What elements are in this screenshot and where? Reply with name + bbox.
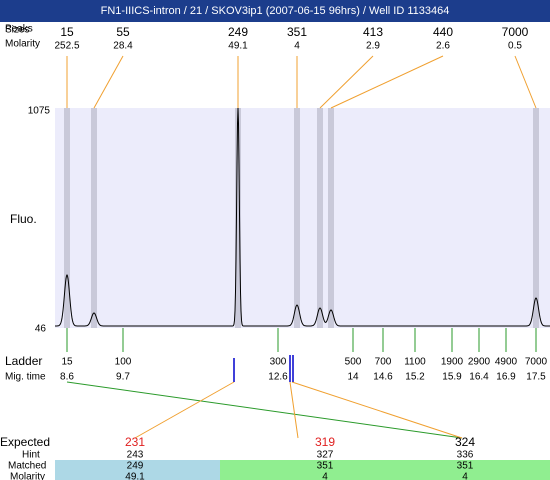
peak-molarity: 252.5 <box>54 41 79 52</box>
ladder-size: 100 <box>115 357 132 368</box>
mig-time: 9.7 <box>116 372 130 383</box>
molarity-label: Molarity <box>5 39 40 50</box>
expected-value: 231 <box>125 435 145 449</box>
ladder-size: 4900 <box>495 357 518 368</box>
molarity-value: 4 <box>462 472 468 480</box>
link-line <box>289 381 299 439</box>
peak-molarity: 0.5 <box>508 41 522 52</box>
hint-label: Hint <box>22 450 40 461</box>
plot-area <box>55 108 550 328</box>
peak-size: 15 <box>60 25 74 39</box>
hint-value: 243 <box>127 450 144 461</box>
trace <box>55 107 550 327</box>
ladder-size: 700 <box>375 357 392 368</box>
ladder-size: 7000 <box>525 357 548 368</box>
mig-time: 17.5 <box>526 372 546 383</box>
mig-time: 15.9 <box>442 372 462 383</box>
ladder-size: 1900 <box>441 357 464 368</box>
peak-molarity: 4 <box>294 41 300 52</box>
ladder-size: 15 <box>61 357 73 368</box>
peak-size: 249 <box>228 25 248 39</box>
peak-link <box>514 55 537 109</box>
ladder-label: Ladder <box>5 354 42 368</box>
peak-size: 440 <box>433 25 453 39</box>
title: FN1-IIICS-intron / 21 / SKOV3ip1 (2007-0… <box>101 5 450 17</box>
peak-size: 7000 <box>502 25 529 39</box>
link-line <box>134 381 235 439</box>
y-max-label: 1075 <box>28 106 51 117</box>
mig-time: 15.2 <box>405 372 425 383</box>
title-bar <box>0 0 550 22</box>
peak-molarity: 49.1 <box>228 41 248 52</box>
mig-time: 16.9 <box>496 372 516 383</box>
matched-value: 351 <box>457 461 474 472</box>
peak-molarity: 2.6 <box>436 41 450 52</box>
ladder-size: 1100 <box>404 357 426 368</box>
mig-time: 14.6 <box>373 372 393 383</box>
peak-size: 55 <box>116 25 130 39</box>
expected-label: Expected <box>0 435 50 449</box>
ladder-size: 2900 <box>468 357 491 368</box>
peak-band <box>317 108 323 328</box>
matched-value: 351 <box>317 461 334 472</box>
peak-band <box>91 108 97 328</box>
molarity-value: 49.1 <box>125 472 145 480</box>
peak-link <box>330 55 444 109</box>
link-line <box>291 381 463 439</box>
peak-band <box>294 108 300 328</box>
molarity-row-label: Molarity <box>10 472 45 480</box>
molarity-value: 4 <box>322 472 328 480</box>
link-line <box>66 381 463 439</box>
mig-time: 8.6 <box>60 372 74 383</box>
mig-time: 16.4 <box>469 372 489 383</box>
peak-size: 351 <box>287 25 307 39</box>
peak-molarity: 28.4 <box>113 41 133 52</box>
fluo-label: Fluo. <box>10 212 37 226</box>
matched-label: Matched <box>8 461 46 472</box>
mig-time-label: Mig. time <box>5 372 46 383</box>
peaks-label: Peaks <box>5 24 33 35</box>
matched-bg-blue <box>55 460 220 480</box>
mig-time: 14 <box>347 372 359 383</box>
peak-size: 413 <box>363 25 383 39</box>
expected-value: 324 <box>455 435 475 449</box>
peak-link <box>319 55 374 109</box>
ladder-size: 500 <box>345 357 362 368</box>
peak-band <box>533 108 539 328</box>
peak-link <box>93 55 124 109</box>
peak-band <box>64 108 70 328</box>
hint-value: 336 <box>457 450 474 461</box>
hint-value: 327 <box>317 450 334 461</box>
peak-molarity: 2.9 <box>366 41 380 52</box>
ladder-size: 300 <box>270 357 287 368</box>
peak-band <box>235 108 241 328</box>
expected-value: 319 <box>315 435 335 449</box>
matched-value: 249 <box>127 461 144 472</box>
matched-bg-green <box>220 460 550 480</box>
sizes-label: Sizes <box>5 25 29 36</box>
mig-time: 12.6 <box>268 372 288 383</box>
y-min-label: 46 <box>35 324 47 335</box>
peak-band <box>328 108 334 328</box>
